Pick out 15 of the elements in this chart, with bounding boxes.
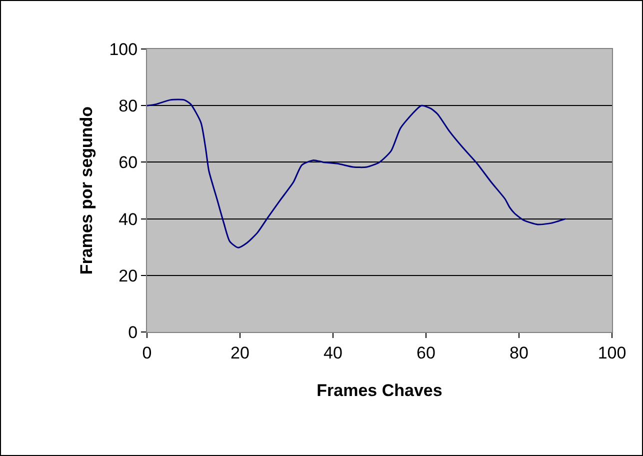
x-tick-label: 40 bbox=[324, 343, 342, 362]
line-series bbox=[147, 98, 566, 248]
y-tick-label: 100 bbox=[109, 40, 138, 59]
x-tick-label: 60 bbox=[416, 343, 436, 362]
x-tick-label: 0 bbox=[142, 343, 152, 362]
y-tick-label: 40 bbox=[118, 210, 138, 229]
y-tick-label: 80 bbox=[118, 96, 138, 116]
y-tick-label: 60 bbox=[118, 153, 138, 172]
x-tick-label: 20 bbox=[230, 343, 250, 362]
y-tick-label: 20 bbox=[118, 266, 138, 286]
y-axis-title: Frames por segundo bbox=[76, 106, 96, 275]
x-axis-title: Frames Chaves bbox=[316, 380, 442, 400]
x-tick-label: 100 bbox=[598, 343, 626, 362]
x-tick-label: 80 bbox=[510, 343, 528, 362]
y-tick-label: 0 bbox=[128, 322, 138, 342]
